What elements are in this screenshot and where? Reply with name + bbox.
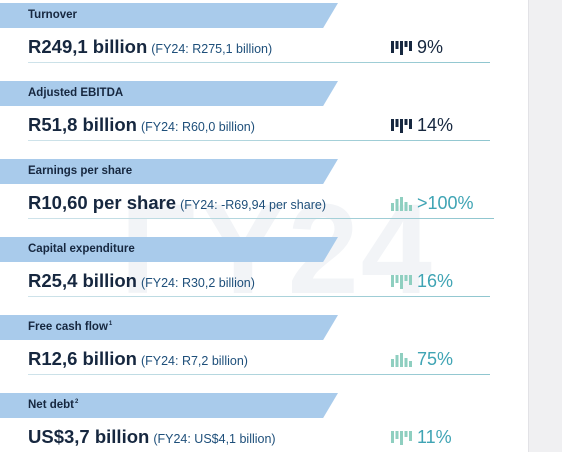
metric-label: Turnover [28, 9, 77, 21]
metric-value: R249,1 billion [28, 36, 148, 57]
metric-change-value: 16% [417, 271, 454, 291]
metric-prior-year: (FY24: R7,2 billion) [140, 354, 248, 368]
metric-label: Adjusted EBITDA [28, 87, 124, 99]
metric-change: >100% [391, 193, 474, 213]
metric-change-value: 9% [417, 37, 444, 57]
metric-change: 11% [391, 427, 452, 447]
metric-change-value: 11% [417, 427, 452, 447]
metric-value-line: R249,1 billion (FY24: R275,1 billion) [28, 36, 272, 58]
metric-label: Net debt2 [28, 399, 79, 411]
metric-divider [28, 374, 490, 375]
metric-earnings-per-share: Earnings per share R10,60 per share (FY24… [0, 159, 528, 221]
metric-free-cash-flow: Free cash flow1 R12,6 billion (FY24: R7,2… [0, 315, 528, 377]
metric-value: US$3,7 billion [28, 426, 150, 447]
metric-capital-expenditure: Capital expenditure R25,4 billion (FY24: … [0, 237, 528, 299]
metric-banner: Earnings per share [0, 159, 338, 184]
metric-divider [28, 62, 490, 63]
metric-prior-year: (FY24: -R69,94 per share) [180, 198, 326, 212]
metric-banner: Turnover [0, 3, 338, 28]
metric-prior-year: (FY24: R30,2 billion) [140, 276, 255, 290]
metric-net-debt: Net debt2 US$3,7 billion (FY24: US$4,1 bi… [0, 393, 528, 452]
metric-change-value: 14% [417, 115, 454, 135]
metric-turnover: Turnover R249,1 billion (FY24: R275,1 bil… [0, 3, 528, 65]
metric-value-line: R10,60 per share (FY24: -R69,94 per share… [28, 192, 326, 214]
metric-value-line: R51,8 billion (FY24: R60,0 billion) [28, 114, 255, 136]
metric-value-line: R12,6 billion (FY24: R7,2 billion) [28, 348, 248, 370]
metric-change-value: >100% [417, 193, 474, 213]
metric-divider [28, 218, 494, 219]
metric-label: Earnings per share [28, 165, 133, 177]
metric-banner: Net debt2 [0, 393, 338, 418]
metric-value: R10,60 per share [28, 192, 177, 213]
metric-banner: Free cash flow1 [0, 315, 338, 340]
metric-banner: Capital expenditure [0, 237, 338, 262]
side-panel [528, 0, 562, 452]
bars-down-icon [391, 430, 412, 445]
metric-divider [28, 140, 490, 141]
metric-change: 75% [391, 349, 453, 369]
metric-prior-year: (FY24: R275,1 billion) [151, 42, 273, 56]
metric-change-value: 75% [417, 349, 454, 369]
metric-divider [28, 296, 490, 297]
bars-down-icon [391, 40, 412, 55]
metric-value: R25,4 billion [28, 270, 137, 291]
metric-prior-year: (FY24: R60,0 billion) [140, 120, 255, 134]
metric-adjusted-ebitda: Adjusted EBITDA R51,8 billion (FY24: R60,… [0, 81, 528, 143]
metric-banner: Adjusted EBITDA [0, 81, 338, 106]
metric-change: 14% [391, 115, 453, 135]
bars-up-icon [391, 352, 412, 367]
metric-label: Free cash flow1 [28, 321, 113, 333]
metric-value: R12,6 billion [28, 348, 137, 369]
metric-change: 9% [391, 37, 443, 57]
metric-value: R51,8 billion [28, 114, 137, 135]
bars-down-icon [391, 274, 412, 289]
metric-label: Capital expenditure [28, 243, 135, 255]
metric-value-line: R25,4 billion (FY24: R30,2 billion) [28, 270, 255, 292]
bars-down-icon [391, 118, 412, 133]
bars-up-icon [391, 196, 412, 211]
metric-prior-year: (FY24: US$4,1 billion) [153, 432, 276, 446]
metric-change: 16% [391, 271, 453, 291]
metric-value-line: US$3,7 billion (FY24: US$4,1 billion) [28, 426, 276, 448]
